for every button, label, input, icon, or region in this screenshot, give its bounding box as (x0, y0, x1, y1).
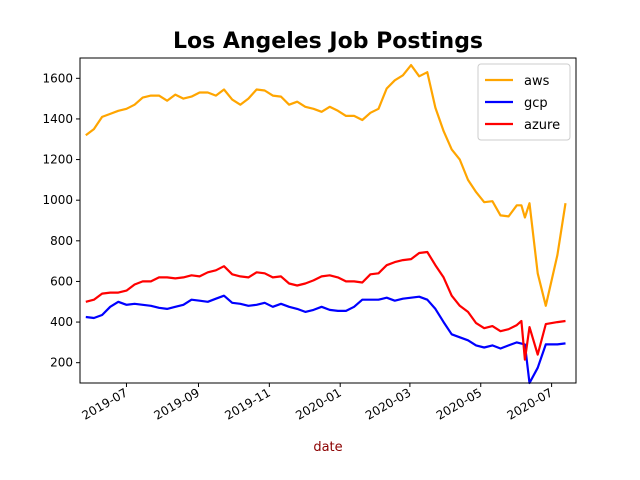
y-tick-label: 200 (50, 356, 73, 370)
y-tick-label: 600 (50, 274, 73, 288)
y-tick-label: 1600 (42, 71, 73, 85)
series-line-aws (85, 63, 567, 307)
legend-label-azure: azure (524, 118, 560, 133)
y-tick-label: 1000 (42, 193, 73, 207)
y-axis: 200 400 600 800 1000 1200 1400 1600 (42, 71, 80, 370)
series-line-gcp (85, 294, 566, 385)
y-tick-label: 800 (50, 234, 73, 248)
legend: aws gcp azure (477, 63, 571, 141)
y-tick-label: 1400 (42, 112, 73, 126)
x-axis-label: date (313, 440, 342, 455)
plot-area-frame (79, 57, 577, 384)
y-tick-label: 400 (50, 315, 73, 329)
series-layer (85, 63, 567, 385)
legend-label-gcp: gcp (524, 96, 548, 111)
legend-label-aws: aws (524, 74, 550, 89)
series-line-azure (85, 250, 566, 361)
legend-box (477, 63, 571, 141)
y-tick-label: 1200 (42, 153, 73, 167)
chart-title: Los Angeles Job Postings (173, 29, 483, 54)
